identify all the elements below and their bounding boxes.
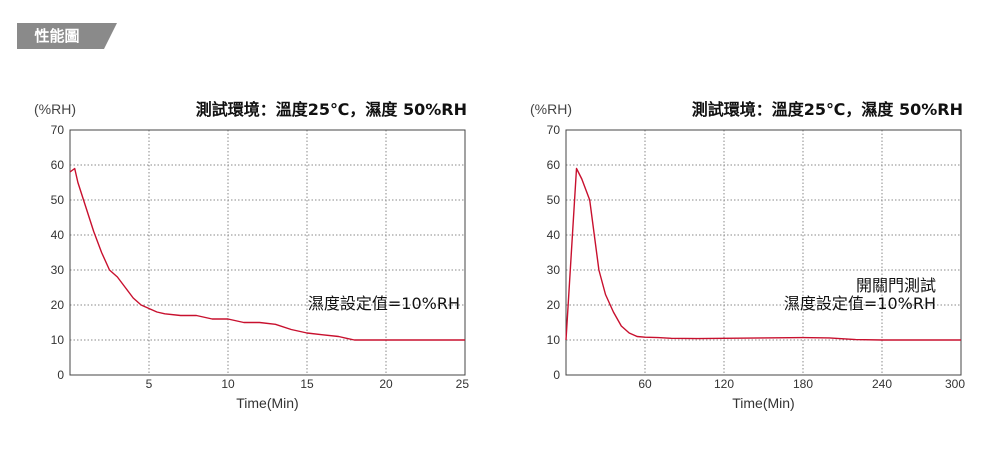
chart-2-x-tick-label: 180 [793,377,813,391]
chart-2-series-line [565,167,961,341]
chart-2-annotation-setpoint: 濕度設定值=10%RH [784,294,936,313]
chart-2-grid [566,130,961,375]
chart-2-annotation-test: 開關門測試 [856,276,936,295]
chart-2-plot-frame [565,129,962,376]
section-badge-label: 性能圖 [34,27,79,45]
section-badge-bg [17,23,117,49]
chart-1-y-tick-label: 10 [51,333,65,347]
chart-1-title: 測試環境：溫度25℃，濕度 50%RH [196,100,467,119]
chart-1-x-tick-label: 10 [221,377,235,391]
chart-2-x-tick-labels: 60 120 180 240 300 [638,377,965,391]
chart-2-title: 測試環境：溫度25℃，濕度 50%RH [692,100,963,119]
chart-2-y-tick-label: 70 [547,123,561,137]
chart-1-y-tick-label: 70 [51,123,65,137]
chart-2-y-tick-label: 10 [547,333,561,347]
chart-1-y-tick-labels: 0 10 20 30 40 50 60 70 [51,123,65,382]
chart-2-y-tick-label: 60 [547,158,561,172]
chart-1-y-tick-label: 30 [51,263,65,277]
chart-2-unit-label: (%RH) [530,101,572,117]
chart-1-y-tick-label: 60 [51,158,65,172]
chart-1-y-tick-label: 40 [51,228,65,242]
humidity-chart-1: 0 10 20 30 40 50 60 70 5 10 15 20 25 (%RH) 測試環境：溫度2… [34,100,469,411]
chart-1-x-tick-label: 25 [456,377,470,391]
chart-2-y-tick-label: 20 [547,298,561,312]
chart-1-y-tick-label: 0 [57,368,64,382]
chart-1-x-tick-label: 20 [379,377,393,391]
chart-1-unit-label: (%RH) [34,101,76,117]
chart-2-x-axis-title: Time(Min) [732,395,794,411]
chart-2-y-tick-labels: 0 10 20 30 40 50 60 70 [547,123,561,382]
chart-2-x-tick-label: 300 [945,377,965,391]
chart-2-x-tick-label: 60 [638,377,652,391]
chart-2-x-tick-label: 120 [714,377,734,391]
chart-2-x-tick-label: 240 [872,377,892,391]
chart-1-plot-frame [69,129,466,376]
chart-1-grid [70,130,465,375]
chart-1-series-line [69,167,465,341]
chart-1-y-tick-label: 20 [51,298,65,312]
chart-2-y-tick-label: 30 [547,263,561,277]
chart-2-y-tick-label: 50 [547,193,561,207]
chart-1-x-axis-title: Time(Min) [236,395,298,411]
chart-1-annotation-setpoint: 濕度設定值=10%RH [308,294,460,313]
chart-2-y-tick-label: 40 [547,228,561,242]
chart-1-x-tick-label: 5 [146,377,153,391]
chart-1-y-tick-label: 50 [51,193,65,207]
humidity-chart-2: 0 10 20 30 40 50 60 70 60 120 180 240 300 (%RH) 測試環… [530,100,965,411]
section-badge: 性能圖 [17,23,117,49]
chart-1-x-tick-labels: 5 10 15 20 25 [146,377,470,391]
chart-1-x-tick-label: 15 [300,377,314,391]
chart-2-y-tick-label: 0 [553,368,560,382]
